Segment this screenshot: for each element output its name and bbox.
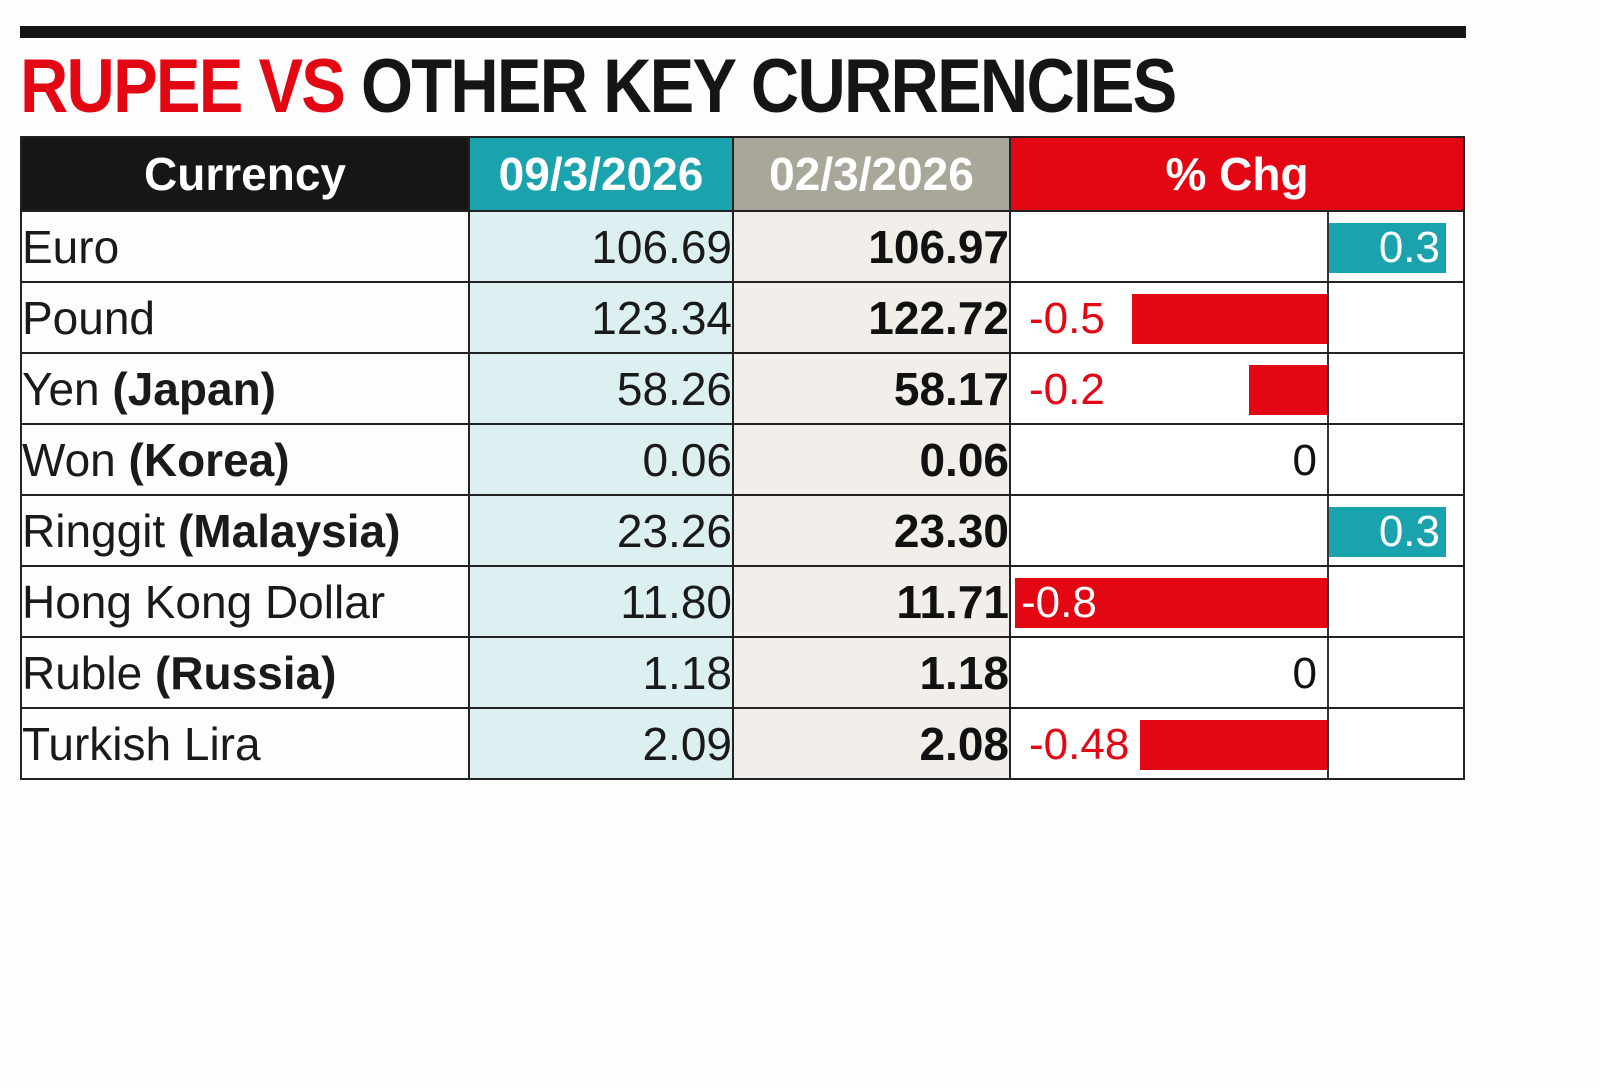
change-label: -0.8 <box>1021 578 1097 627</box>
change-cell: 0.3 <box>1009 494 1465 567</box>
currency-name: Yen <box>22 362 100 415</box>
zero-axis <box>1327 710 1329 777</box>
previous-rate: 0.06 <box>732 423 1011 496</box>
change-label: 0.3 <box>1378 507 1440 556</box>
zero-axis <box>1327 284 1329 351</box>
table-row: Euro 106.69 106.97 0.3 <box>20 210 1465 283</box>
currency-name: Pound <box>22 291 156 344</box>
chart-title: RUPEE VS OTHER KEY CURRENCIES <box>20 44 1177 130</box>
change-cell: 0.3 <box>1009 210 1465 283</box>
change-label: 0 <box>1292 649 1317 698</box>
zero-axis <box>1327 213 1329 280</box>
table-row: Yen (Japan) 58.26 58.17 -0.2 <box>20 352 1465 425</box>
table-row: Pound 123.34 122.72 -0.5 <box>20 281 1465 354</box>
change-bar-negative <box>1249 365 1327 415</box>
change-label: -0.48 <box>1029 720 1130 769</box>
currency-country: (Malaysia) <box>177 504 401 557</box>
zero-axis <box>1327 639 1329 706</box>
current-rate: 23.26 <box>468 494 734 567</box>
table-row: Ringgit (Malaysia) 23.26 23.30 0.3 <box>20 494 1465 567</box>
current-rate: 0.06 <box>468 423 734 496</box>
previous-rate: 58.17 <box>732 352 1011 425</box>
title-part-black: OTHER KEY CURRENCIES <box>360 44 1177 129</box>
current-rate: 1.18 <box>468 636 734 709</box>
zero-axis <box>1327 426 1329 493</box>
currency-name: Turkish Lira <box>22 717 261 770</box>
current-rate: 106.69 <box>468 210 734 283</box>
header-previous-date: 02/3/2026 <box>732 136 1011 212</box>
header-change: % Chg <box>1009 136 1465 212</box>
currency-name: Ringgit <box>22 504 166 557</box>
table-row: Ruble (Russia) 1.18 1.18 0 <box>20 636 1465 709</box>
change-cell: -0.2 <box>1009 352 1465 425</box>
header-currency: Currency <box>20 136 470 212</box>
currency-name: Won <box>22 433 116 486</box>
currency-name-cell: Ruble (Russia) <box>20 636 470 709</box>
currency-name-cell: Turkish Lira <box>20 707 470 780</box>
change-bar-negative <box>1132 294 1327 344</box>
previous-rate: 1.18 <box>732 636 1011 709</box>
currency-country: (Korea) <box>128 433 290 486</box>
change-bar-negative <box>1015 578 1327 628</box>
previous-rate: 2.08 <box>732 707 1011 780</box>
current-rate: 11.80 <box>468 565 734 638</box>
change-cell: -0.5 <box>1009 281 1465 354</box>
currency-name-cell: Pound <box>20 281 470 354</box>
title-part-red: RUPEE VS <box>20 44 346 129</box>
currency-name-cell: Won (Korea) <box>20 423 470 496</box>
change-cell: -0.48 <box>1009 707 1465 780</box>
current-rate: 58.26 <box>468 352 734 425</box>
change-label: -0.2 <box>1029 365 1105 414</box>
currency-name: Euro <box>22 220 120 273</box>
change-label: -0.5 <box>1029 294 1105 343</box>
currency-name: Hong Kong Dollar <box>22 575 386 628</box>
header-current-date: 09/3/2026 <box>468 136 734 212</box>
zero-axis <box>1327 497 1329 564</box>
previous-rate: 11.71 <box>732 565 1011 638</box>
table-row: Turkish Lira 2.09 2.08 -0.48 <box>20 707 1465 780</box>
previous-rate: 106.97 <box>732 210 1011 283</box>
currency-table: Currency 09/3/2026 02/3/2026 % Chg Euro 1… <box>20 136 1465 780</box>
current-rate: 123.34 <box>468 281 734 354</box>
currency-name: Ruble <box>22 646 143 699</box>
top-rule <box>20 26 1466 38</box>
change-cell: 0 <box>1009 423 1465 496</box>
currency-name-cell: Yen (Japan) <box>20 352 470 425</box>
currency-country: (Russia) <box>154 646 337 699</box>
currency-name-cell: Euro <box>20 210 470 283</box>
zero-axis <box>1327 568 1329 635</box>
currency-name-cell: Ringgit (Malaysia) <box>20 494 470 567</box>
change-bar-negative <box>1139 720 1327 770</box>
change-bar-positive <box>1329 507 1446 557</box>
current-rate: 2.09 <box>468 707 734 780</box>
change-cell: -0.8 <box>1009 565 1465 638</box>
currency-country: (Japan) <box>112 362 276 415</box>
change-cell: 0 <box>1009 636 1465 709</box>
table-row: Won (Korea) 0.06 0.06 0 <box>20 423 1465 496</box>
zero-axis <box>1327 355 1329 422</box>
header-row: Currency 09/3/2026 02/3/2026 % Chg <box>20 136 1465 212</box>
change-bar-positive <box>1329 223 1446 273</box>
change-label: 0.3 <box>1378 223 1440 272</box>
previous-rate: 23.30 <box>732 494 1011 567</box>
change-label: 0 <box>1292 436 1317 485</box>
previous-rate: 122.72 <box>732 281 1011 354</box>
currency-name-cell: Hong Kong Dollar <box>20 565 470 638</box>
table-row: Hong Kong Dollar 11.80 11.71 -0.8 <box>20 565 1465 638</box>
